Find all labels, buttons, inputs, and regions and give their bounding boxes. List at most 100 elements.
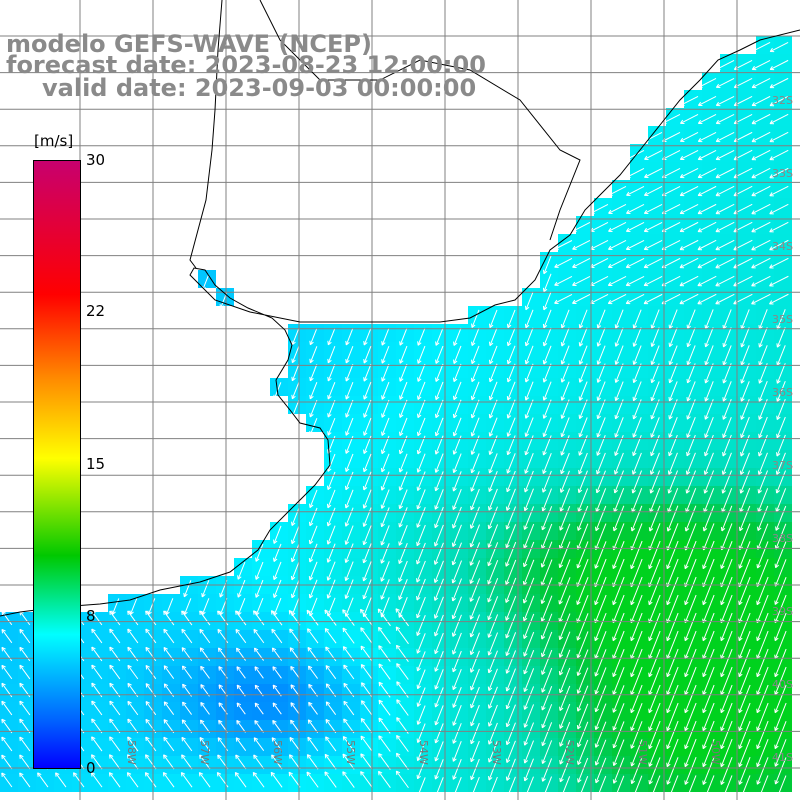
wind-arrow [542, 309, 552, 329]
wind-arrow [554, 276, 573, 286]
wind-arrow [399, 399, 408, 418]
wind-arrow [554, 240, 573, 250]
wind-arrow [697, 257, 717, 269]
wind-arrow [471, 327, 480, 346]
wind-arrow [487, 686, 498, 709]
wind-arrow [253, 610, 265, 626]
wind-arrow [451, 596, 462, 620]
wind-arrow [344, 507, 354, 527]
wind-arrow [679, 275, 699, 287]
wind-arrow [559, 703, 571, 729]
wind-arrow [643, 293, 663, 305]
wind-arrow [362, 507, 372, 527]
wind-arrow [559, 505, 571, 531]
wind-arrow [181, 628, 193, 644]
wind-arrow [769, 257, 789, 269]
wind-arrow [396, 717, 409, 734]
wind-arrow [1, 610, 13, 626]
wind-arrow [715, 185, 735, 197]
wind-arrow [614, 363, 624, 383]
wind-arrow [307, 628, 319, 644]
wind-arrow [607, 275, 627, 287]
wind-arrow [697, 131, 717, 143]
wind-arrow [253, 628, 265, 644]
wind-arrow [716, 59, 735, 71]
wind-arrow [720, 684, 733, 714]
wind-arrow [522, 577, 535, 604]
wind-arrow [524, 399, 534, 419]
wind-arrow [273, 525, 282, 544]
wind-arrow [452, 506, 462, 529]
wind-arrow [469, 578, 481, 602]
wind-arrow [416, 651, 426, 672]
wind-arrow [417, 363, 426, 382]
wind-arrow [363, 399, 372, 418]
wind-arrow [608, 222, 627, 232]
wind-arrow [702, 666, 715, 696]
wind-arrow [434, 669, 444, 690]
wind-arrow [309, 364, 318, 382]
wind-arrow [554, 294, 573, 304]
wind-arrow [417, 381, 426, 400]
wind-arrow [471, 309, 480, 328]
wind-arrow [505, 686, 516, 710]
wind-arrow [738, 612, 751, 642]
wind-arrow [578, 327, 588, 347]
wind-arrow [200, 719, 211, 733]
wind-arrow [345, 328, 354, 346]
wind-arrow [470, 381, 480, 401]
wind-arrow [612, 505, 625, 532]
wind-arrow [686, 345, 696, 366]
wind-arrow [698, 77, 717, 89]
wind-arrow [666, 720, 679, 750]
wind-arrow [632, 417, 642, 438]
wind-arrow [578, 452, 588, 475]
wind-arrow [19, 628, 31, 644]
wind-arrow [684, 666, 697, 696]
wind-arrow [380, 543, 390, 564]
wind-arrow [679, 221, 699, 233]
wind-arrow [630, 612, 643, 642]
wind-arrow [395, 644, 409, 662]
wind-arrow [363, 345, 372, 364]
wind-arrow [434, 506, 444, 529]
wind-arrow [362, 489, 372, 509]
wind-arrow [769, 59, 789, 71]
wind-arrow [596, 345, 606, 365]
wind-arrow [290, 702, 300, 715]
wind-arrow [362, 453, 372, 473]
wind-arrow [643, 239, 663, 251]
wind-arrow [632, 345, 642, 365]
wind-arrow [381, 417, 390, 436]
wind-arrow [399, 381, 408, 400]
wind-arrow [381, 399, 390, 418]
wind-arrow [666, 612, 679, 642]
wind-arrow [612, 703, 625, 731]
wind-arrow [614, 309, 624, 329]
wind-arrow [738, 702, 751, 732]
wind-arrow [470, 471, 480, 492]
wind-arrow [630, 684, 643, 714]
wind-arrow [127, 628, 139, 644]
wind-arrow [558, 649, 571, 676]
wind-arrow [758, 345, 768, 366]
wind-arrow [435, 363, 444, 382]
wind-arrow [360, 608, 373, 626]
wind-arrow [541, 649, 553, 675]
wind-arrow [740, 345, 750, 366]
wind-arrow [344, 579, 354, 599]
wind-arrow [578, 417, 588, 438]
wind-arrow [626, 150, 645, 160]
wind-arrow [345, 453, 354, 472]
wind-arrow [378, 645, 391, 662]
wind-arrow [523, 613, 535, 639]
wind-arrow [380, 507, 390, 528]
wind-arrow [433, 560, 444, 583]
wind-arrow [309, 400, 318, 418]
wind-arrow [684, 648, 697, 678]
wind-arrow [595, 488, 607, 513]
wind-arrow [487, 668, 498, 691]
wind-arrow [434, 723, 444, 744]
wind-arrow [145, 610, 157, 626]
